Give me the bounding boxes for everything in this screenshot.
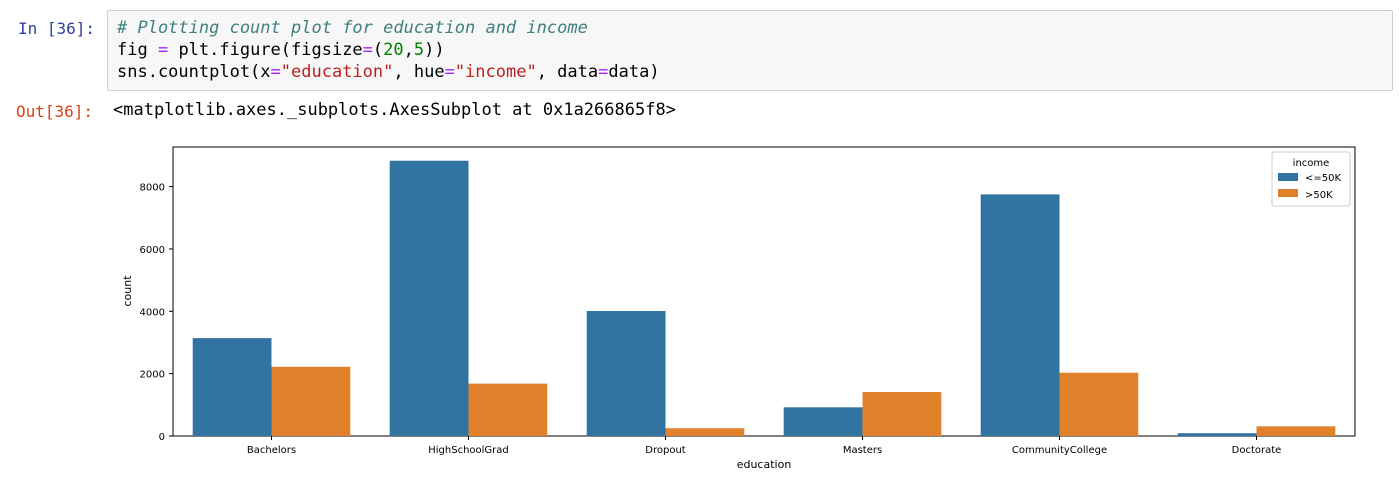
input-prompt: In [36]: — [18, 19, 96, 38]
legend-label-1: >50K — [1305, 190, 1333, 201]
x-axis-ticks: Bachelors HighSchoolGrad Dropout Masters Com… — [247, 436, 1281, 456]
code-operator: = — [270, 62, 281, 82]
code-operator: = — [444, 62, 455, 82]
code-token: fig — [117, 40, 158, 60]
x-tick-label: Masters — [843, 445, 882, 456]
bar-Dropout-series-1 — [665, 428, 745, 436]
x-tick-label: Doctorate — [1232, 445, 1282, 456]
code-comment: # Plotting count plot for education and … — [117, 18, 588, 38]
code-token: sns.countplot(x — [117, 62, 271, 82]
y-tick-label: 6000 — [140, 245, 165, 256]
legend-swatch-0 — [1278, 173, 1298, 181]
legend-title: income — [1293, 158, 1330, 169]
bars-group — [192, 160, 1336, 437]
x-tick-label: HighSchoolGrad — [428, 445, 509, 456]
code-string: "income" — [454, 62, 537, 82]
x-tick-label: CommunityCollege — [1012, 445, 1107, 456]
plot-frame — [172, 146, 1356, 437]
bar-CommunityCollege-series-1 — [1059, 372, 1139, 436]
code-token: plt.figure(figsize — [168, 40, 363, 60]
bar-Doctorate-series-1 — [1256, 426, 1336, 436]
code-token: , data — [536, 62, 599, 82]
code-operator: = — [598, 62, 609, 82]
code-token: data) — [608, 62, 660, 82]
bar-Dropout-series-0 — [586, 310, 666, 436]
x-axis-label: education — [737, 458, 792, 471]
bar-Bachelors-series-0 — [192, 338, 272, 436]
code-token: )) — [424, 40, 445, 60]
code-cell[interactable]: # Plotting count plot for education and … — [107, 10, 1393, 91]
bar-HighSchoolGrad-series-1 — [468, 383, 548, 436]
code-token: ( — [372, 40, 384, 60]
code-operator: = — [362, 40, 373, 60]
code-line-3: sns.countplot(x="education", hue="income… — [117, 62, 660, 82]
bar-Doctorate-series-0 — [1177, 433, 1257, 436]
y-tick-label: 8000 — [140, 183, 165, 194]
x-tick-label: Bachelors — [247, 445, 296, 456]
code-string: "education" — [280, 62, 394, 82]
y-tick-label: 0 — [159, 432, 165, 443]
code-token: , — [403, 40, 414, 60]
y-tick-label: 4000 — [140, 307, 165, 318]
output-prompt: Out[36]: — [16, 102, 94, 121]
x-tick-label: Dropout — [645, 445, 686, 456]
legend-label-0: <=50K — [1305, 173, 1341, 184]
legend: income <=50K >50K — [1271, 151, 1351, 207]
y-axis-ticks: 0 2000 4000 6000 8000 — [140, 183, 173, 443]
code-number: 5 — [413, 40, 425, 60]
code-operator: = — [157, 40, 169, 60]
output-repr: <matplotlib.axes._subplots.AxesSubplot a… — [113, 100, 676, 120]
code-number: 20 — [383, 40, 404, 60]
bar-CommunityCollege-series-0 — [980, 194, 1060, 436]
code-token: , hue — [393, 62, 445, 82]
bar-Masters-series-1 — [862, 392, 942, 436]
code-line-2: fig = plt.figure(figsize=(20,5)) — [117, 40, 445, 60]
bar-Bachelors-series-1 — [271, 366, 351, 436]
legend-swatch-1 — [1278, 189, 1298, 197]
y-axis-label: count — [121, 275, 134, 307]
bar-HighSchoolGrad-series-0 — [389, 160, 469, 437]
code-line-1: # Plotting count plot for education and … — [117, 18, 588, 38]
y-tick-label: 2000 — [140, 370, 165, 381]
bar-Masters-series-0 — [783, 407, 863, 436]
